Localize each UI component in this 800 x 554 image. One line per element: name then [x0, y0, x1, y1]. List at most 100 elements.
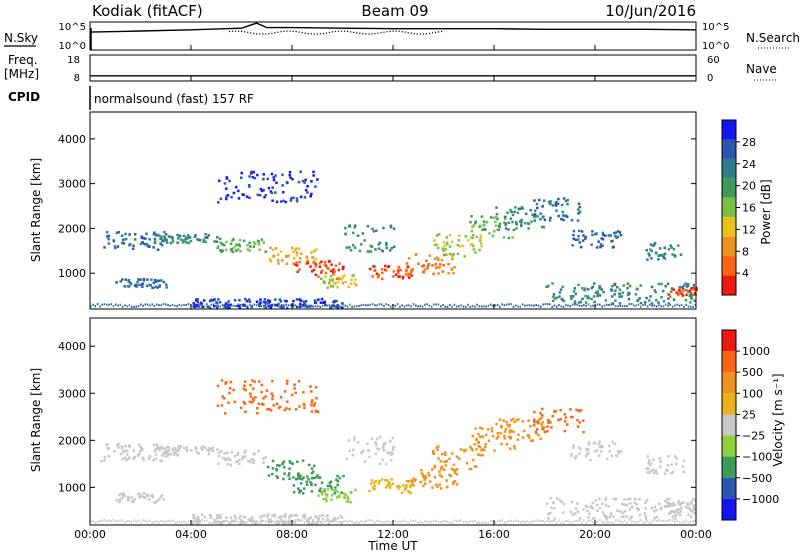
scatter-cell [550, 506, 553, 509]
scatter-cell [285, 262, 289, 265]
scatter-cell [303, 181, 306, 184]
ground-cell [319, 520, 322, 523]
scatter-cell [686, 290, 690, 293]
scatter-cell [210, 448, 213, 451]
scatter-cell [515, 221, 518, 224]
scatter-cell [517, 207, 521, 211]
scatter-cell [138, 283, 141, 287]
scatter-cell [107, 237, 110, 241]
nsearch-series-dots [90, 28, 443, 50]
scatter-cell [370, 437, 374, 440]
scatter-cell [679, 513, 682, 517]
scatter-cell [314, 483, 317, 487]
scatter-cell [217, 454, 221, 458]
nsearch-dot [413, 33, 415, 35]
scatter-cell [529, 209, 532, 212]
scatter-cell [451, 253, 454, 256]
ground-cell [555, 522, 558, 524]
scatter-cell [582, 508, 585, 511]
scatter-cell [578, 452, 581, 455]
scatter-cell [132, 457, 135, 460]
ground-cell [276, 519, 278, 522]
scatter-cell [277, 262, 280, 265]
scatter-cell [350, 490, 353, 494]
scatter-cell [371, 486, 375, 489]
scatter-cell [281, 259, 284, 262]
nsearch-dot [295, 31, 297, 33]
scatter-cell [341, 306, 344, 309]
cpid-text: normalsound (fast) 157 RF [94, 92, 254, 106]
scatter-cell [455, 483, 459, 486]
scatter-cell [405, 483, 408, 487]
scatter-cell [299, 195, 303, 199]
scatter-cell [204, 236, 207, 239]
scatter-cell [631, 505, 634, 509]
nsky-tick-top: 10^5 [59, 22, 86, 33]
scatter-cell [586, 295, 590, 298]
ground-cell [676, 520, 678, 523]
scatter-cell [665, 468, 668, 472]
scatter-cell [492, 216, 495, 220]
scatter-cell [297, 247, 301, 250]
scatter-cell [547, 513, 550, 516]
scatter-cell [225, 197, 228, 201]
scatter-cell [240, 520, 243, 523]
scatter-cell [663, 252, 667, 256]
scatter-cell [659, 465, 662, 468]
scatter-cell [273, 514, 276, 518]
ground-cell [496, 520, 499, 523]
ground-cell [365, 304, 367, 307]
scatter-cell [378, 462, 382, 465]
ground-cell [305, 305, 308, 308]
scatter-cell [564, 420, 567, 423]
ground-cell [133, 519, 135, 522]
scatter-cell [310, 180, 313, 183]
scatter-cell [336, 490, 339, 494]
ground-cell [380, 303, 383, 306]
scatter-cell [260, 390, 263, 394]
ground-cell [367, 304, 369, 307]
scatter-cell [678, 288, 681, 292]
x-tick-label: 12:00 [377, 528, 409, 541]
ground-cell [210, 303, 212, 306]
scatter-cell [156, 447, 160, 451]
scatter-cell [572, 290, 576, 293]
ground-cell [512, 520, 515, 523]
scatter-cell [448, 252, 452, 256]
scatter-cell [376, 273, 380, 277]
scatter-cell [392, 227, 396, 230]
scatter-cell [157, 234, 160, 237]
scatter-cell [242, 400, 246, 404]
ground-cell [92, 520, 94, 523]
scatter-cell [298, 405, 301, 408]
scatter-cell [288, 407, 291, 411]
scatter-cell [534, 430, 537, 433]
ground-cell [165, 520, 167, 523]
ground-cell [326, 519, 328, 522]
scatter-cell [618, 302, 622, 305]
scatter-cell [667, 248, 671, 251]
scatter-cell [249, 517, 253, 521]
scatter-cell [407, 480, 411, 483]
scatter-cell [601, 511, 605, 514]
scatter-cell [660, 296, 663, 299]
scatter-cell [378, 241, 382, 244]
scatter-cell [574, 507, 578, 510]
scatter-cell [218, 515, 222, 519]
scatter-cell [234, 517, 237, 520]
scatter-cell [576, 419, 579, 422]
scatter-cell [205, 236, 209, 239]
scatter-cell [671, 515, 675, 518]
ground-cell [592, 521, 594, 524]
scatter-cell [236, 248, 240, 251]
ground-cell [299, 305, 301, 308]
scatter-cell [520, 206, 524, 209]
ground-cell [117, 520, 119, 522]
scatter-cell [448, 245, 452, 248]
scatter-cell [276, 253, 280, 256]
scatter-cell [336, 517, 340, 520]
scatter-cell [138, 492, 141, 496]
scatter-cell [225, 516, 228, 519]
scatter-cell [593, 282, 596, 285]
